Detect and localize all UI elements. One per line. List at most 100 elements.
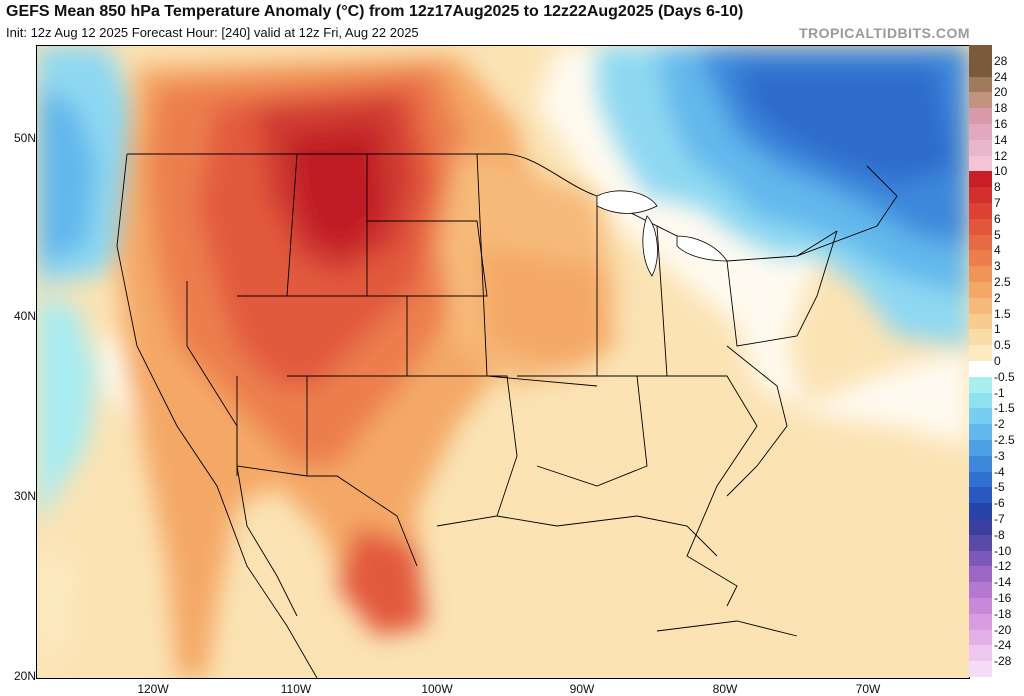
colorbar-swatch <box>969 503 992 520</box>
colorbar-swatch <box>969 297 992 315</box>
colorbar-swatch <box>969 424 992 441</box>
colorbar-swatch <box>969 92 992 109</box>
baja-coast <box>236 465 298 617</box>
cuba-coast <box>656 620 798 637</box>
colorbar-swatch <box>969 629 992 646</box>
colorbar-label: 10 <box>994 164 1008 179</box>
colorbar-swatch <box>969 455 992 473</box>
colorbar-label: -14 <box>994 575 1012 590</box>
colorbar-swatch <box>969 76 992 93</box>
lon-label-90w: 90W <box>569 682 595 696</box>
coast-gulf <box>496 515 718 557</box>
colorbar-swatch <box>969 108 992 125</box>
colorbar-label: 18 <box>994 101 1008 116</box>
colorbar-swatch <box>969 534 992 552</box>
colorbar-swatch <box>969 471 992 488</box>
lon-label-100w: 100W <box>421 682 453 696</box>
lat-label-40n: 40N <box>13 309 36 323</box>
colorbar-swatch <box>969 519 992 536</box>
colorbar-swatch <box>969 282 992 299</box>
colorbar-swatch <box>969 203 992 220</box>
warm-anomaly-plains <box>437 146 617 386</box>
colorbar-label: 14 <box>994 132 1008 147</box>
colorbar-swatch <box>969 582 992 599</box>
coast-pacific <box>116 153 318 678</box>
colorbar-label: -8 <box>994 527 1005 542</box>
warm-anomaly-west <box>117 56 537 678</box>
colorbar-label: -16 <box>994 591 1012 605</box>
colorbar-label: -4 <box>994 464 1005 479</box>
colorbar-swatch <box>969 566 992 583</box>
state-lines-northeast <box>726 230 838 347</box>
map-subtitle: Init: 12z Aug 12 2025 Forecast Hour: [24… <box>6 25 419 40</box>
colorbar-label: 1 <box>994 322 1001 337</box>
mexico-border <box>186 281 418 567</box>
state-lines-co-ut <box>237 295 408 377</box>
colorbar-label: 6 <box>994 211 1001 226</box>
colorbar-swatch <box>969 218 992 236</box>
colorbar-swatch <box>969 550 992 567</box>
colorbar-label: -28 <box>994 654 1012 669</box>
map-canvas <box>37 46 969 678</box>
colorbar-label: 2 <box>994 290 1001 305</box>
colorbar-swatch <box>969 139 992 157</box>
anomaly-map <box>36 45 970 679</box>
colorbar-swatch <box>969 155 992 172</box>
colorbar-swatch <box>969 250 992 267</box>
lat-label-30n: 30N <box>13 489 36 503</box>
colorbar-label: 20 <box>994 85 1008 100</box>
colorbar-label: -18 <box>994 606 1012 621</box>
colorbar-swatch <box>969 392 992 409</box>
colorbar-swatch <box>969 598 992 615</box>
lon-label-110w: 110W <box>280 682 312 696</box>
colorbar-label: 0.5 <box>994 338 1011 353</box>
coast-atlantic <box>726 345 788 497</box>
colorbar-swatch <box>969 408 992 425</box>
colorbar-swatch <box>969 45 992 61</box>
colorbar-label: -7 <box>994 512 1005 526</box>
colorbar-label: 24 <box>994 69 1008 84</box>
colorbar-label: 28 <box>994 53 1008 68</box>
colorbar-swatch <box>969 361 992 378</box>
coast-new-england <box>796 165 898 257</box>
lon-label-70w: 70W <box>855 682 881 696</box>
state-lines-ohio-valley <box>656 225 668 377</box>
lon-label-80w: 80W <box>712 682 738 696</box>
colorbar-swatch <box>969 60 992 78</box>
colorbar-swatch <box>969 487 992 504</box>
colorbar-label: -20 <box>994 622 1012 637</box>
colorbar-label: 8 <box>994 180 1001 195</box>
colorbar-swatch <box>969 661 992 678</box>
colorbar-label: -3 <box>994 448 1005 463</box>
colorbar-label: 7 <box>994 196 1001 210</box>
colorbar-label: 3 <box>994 259 1001 274</box>
colorbar-label: 4 <box>994 243 1001 258</box>
colorbar-label: -5 <box>994 480 1005 495</box>
colorbar-swatch <box>969 266 992 283</box>
colorbar-label: 12 <box>994 148 1008 163</box>
colorbar-swatch <box>969 613 992 631</box>
colorbar-label: 5 <box>994 227 1001 242</box>
colorbar-label: -1 <box>994 385 1005 400</box>
brand-watermark[interactable]: TROPICALTIDBITS.COM <box>798 25 970 41</box>
colorbar-swatch <box>969 329 992 346</box>
colorbar-swatch <box>969 234 992 251</box>
colorbar <box>969 45 992 678</box>
political-boundaries <box>116 153 898 678</box>
cool-anomaly-northeast <box>597 46 969 346</box>
colorbar-label: -0.5 <box>994 369 1015 384</box>
colorbar-swatch <box>969 313 992 330</box>
map-title: GEFS Mean 850 hPa Temperature Anomaly (°… <box>6 3 744 20</box>
colorbar-swatch <box>969 376 992 394</box>
lat-label-50n: 50N <box>13 131 36 145</box>
colorbar-label: -1.5 <box>994 401 1015 416</box>
colorbar-label: -12 <box>994 559 1012 574</box>
great-lakes <box>596 190 728 277</box>
colorbar-label: -24 <box>994 638 1012 653</box>
colorbar-label: -10 <box>994 543 1012 558</box>
colorbar-swatch <box>969 440 992 457</box>
colorbar-label: 0 <box>994 354 1001 368</box>
colorbar-label: -2 <box>994 417 1005 432</box>
colorbar-swatch <box>969 171 992 188</box>
colorbar-swatch <box>969 645 992 662</box>
